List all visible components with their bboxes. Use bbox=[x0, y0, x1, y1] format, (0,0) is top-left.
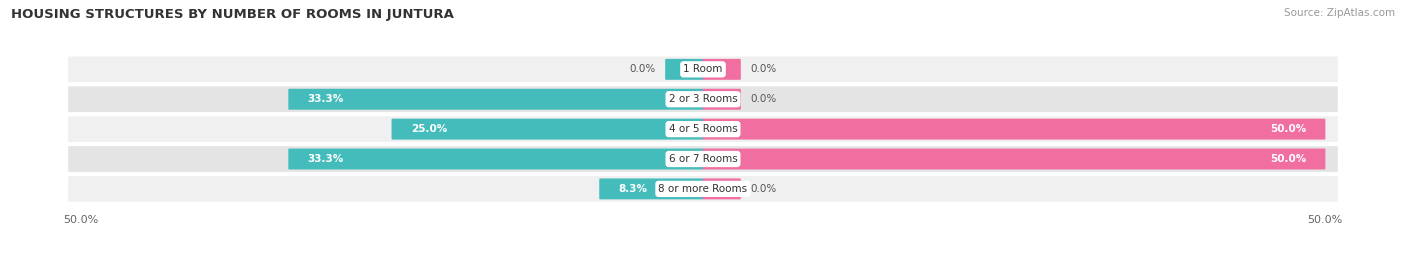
Text: 6 or 7 Rooms: 6 or 7 Rooms bbox=[669, 154, 737, 164]
Text: 2 or 3 Rooms: 2 or 3 Rooms bbox=[669, 94, 737, 104]
Text: 33.3%: 33.3% bbox=[308, 154, 343, 164]
Text: 4 or 5 Rooms: 4 or 5 Rooms bbox=[669, 124, 737, 134]
Text: 50.0%: 50.0% bbox=[1270, 124, 1306, 134]
FancyBboxPatch shape bbox=[703, 178, 741, 199]
FancyBboxPatch shape bbox=[67, 116, 1339, 142]
FancyBboxPatch shape bbox=[288, 89, 703, 110]
Text: Source: ZipAtlas.com: Source: ZipAtlas.com bbox=[1284, 8, 1395, 18]
Text: 33.3%: 33.3% bbox=[308, 94, 343, 104]
FancyBboxPatch shape bbox=[67, 176, 1339, 202]
Text: HOUSING STRUCTURES BY NUMBER OF ROOMS IN JUNTURA: HOUSING STRUCTURES BY NUMBER OF ROOMS IN… bbox=[11, 8, 454, 21]
Text: 0.0%: 0.0% bbox=[751, 184, 776, 194]
Text: 8 or more Rooms: 8 or more Rooms bbox=[658, 184, 748, 194]
FancyBboxPatch shape bbox=[599, 178, 703, 199]
Text: 0.0%: 0.0% bbox=[751, 64, 776, 74]
Text: 50.0%: 50.0% bbox=[1270, 154, 1306, 164]
FancyBboxPatch shape bbox=[67, 146, 1339, 172]
FancyBboxPatch shape bbox=[391, 119, 703, 140]
Text: 0.0%: 0.0% bbox=[630, 64, 655, 74]
FancyBboxPatch shape bbox=[67, 56, 1339, 82]
Text: 25.0%: 25.0% bbox=[411, 124, 447, 134]
FancyBboxPatch shape bbox=[288, 148, 703, 169]
Text: 0.0%: 0.0% bbox=[751, 94, 776, 104]
FancyBboxPatch shape bbox=[703, 59, 741, 80]
FancyBboxPatch shape bbox=[703, 89, 741, 110]
FancyBboxPatch shape bbox=[703, 119, 1326, 140]
Legend: Owner-occupied, Renter-occupied: Owner-occupied, Renter-occupied bbox=[579, 266, 827, 269]
Text: 1 Room: 1 Room bbox=[683, 64, 723, 74]
FancyBboxPatch shape bbox=[67, 86, 1339, 112]
FancyBboxPatch shape bbox=[665, 59, 703, 80]
Text: 8.3%: 8.3% bbox=[619, 184, 647, 194]
FancyBboxPatch shape bbox=[703, 148, 1326, 169]
